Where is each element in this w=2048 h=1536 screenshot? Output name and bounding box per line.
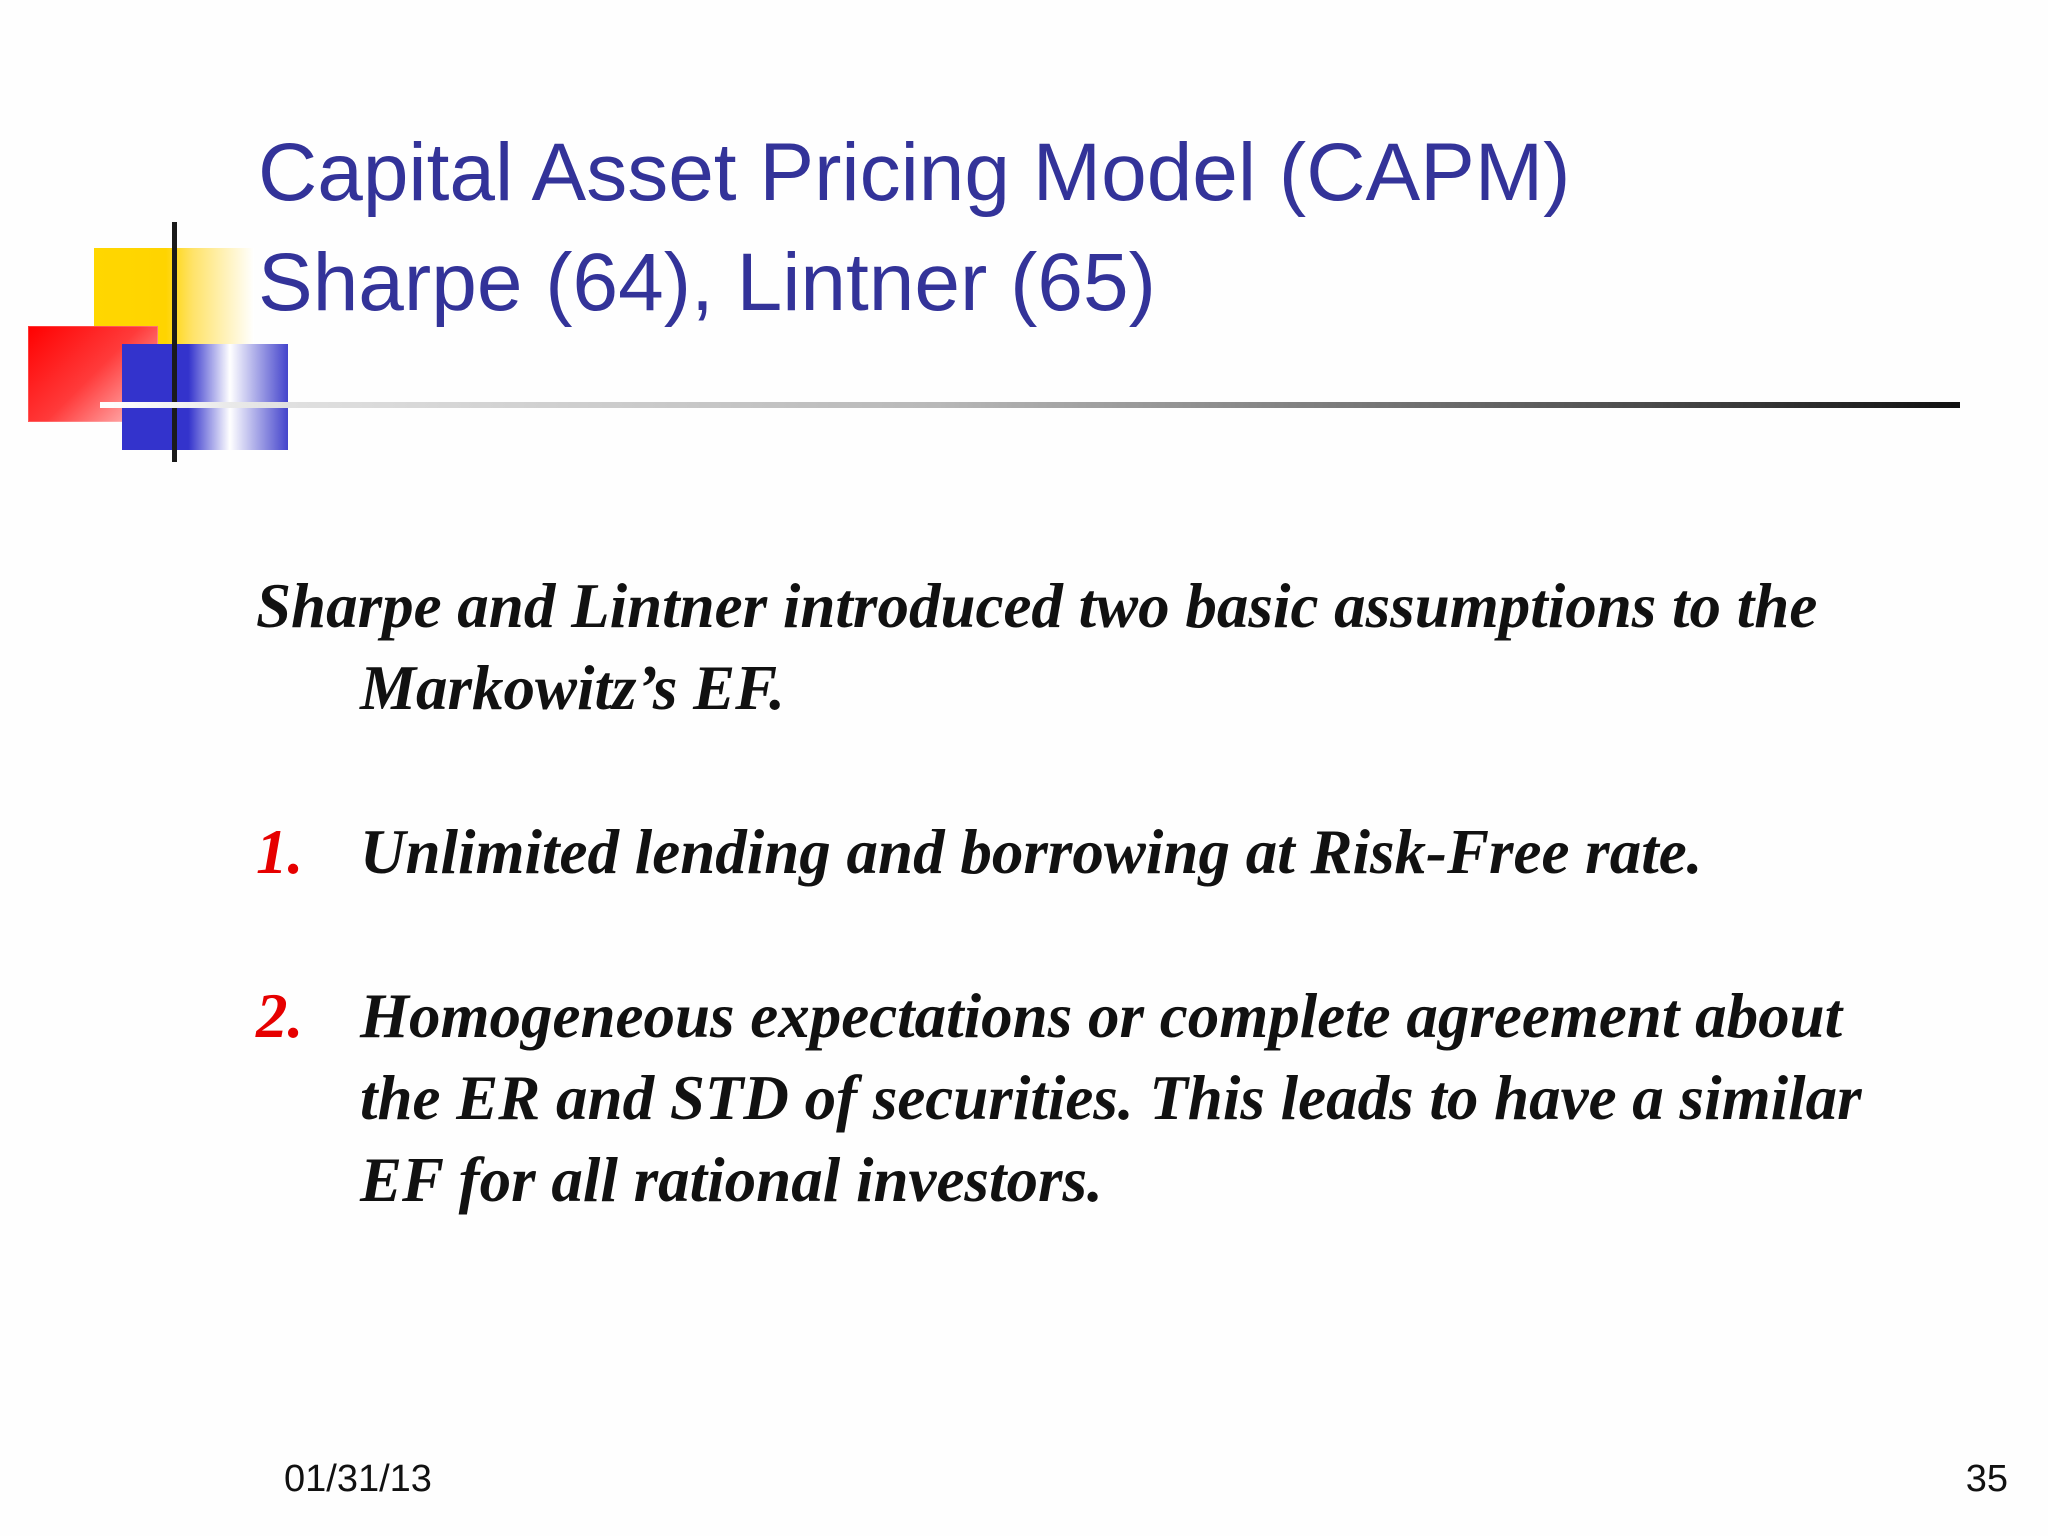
slide-title-line-1: Capital Asset Pricing Model (CAPM) <box>258 127 1571 218</box>
list-item-text: Homogeneous expectations or complete agr… <box>360 981 1862 1215</box>
list-item: 2. Homogeneous expectations or complete … <box>256 975 1876 1221</box>
list-item-number: 1. <box>256 817 304 887</box>
slide-title: Capital Asset Pricing Model (CAPM) Sharp… <box>258 118 1570 338</box>
vertical-rule-decoration <box>172 222 177 462</box>
list-item-number: 2. <box>256 981 304 1051</box>
slide-title-line-2: Sharpe (64), Lintner (65) <box>258 237 1156 328</box>
blue-square-decoration <box>122 344 288 450</box>
page-number: 35 <box>1965 1458 2008 1500</box>
list-item-text: Unlimited lending and borrowing at Risk-… <box>360 817 1703 887</box>
slide-body: Sharpe and Lintner introduced two basic … <box>256 565 1876 1303</box>
intro-paragraph: Sharpe and Lintner introduced two basic … <box>256 571 1818 723</box>
title-underline-rule <box>100 402 1960 408</box>
list-item: 1. Unlimited lending and borrowing at Ri… <box>256 811 1876 893</box>
footer-date: 01/31/13 <box>284 1458 432 1500</box>
